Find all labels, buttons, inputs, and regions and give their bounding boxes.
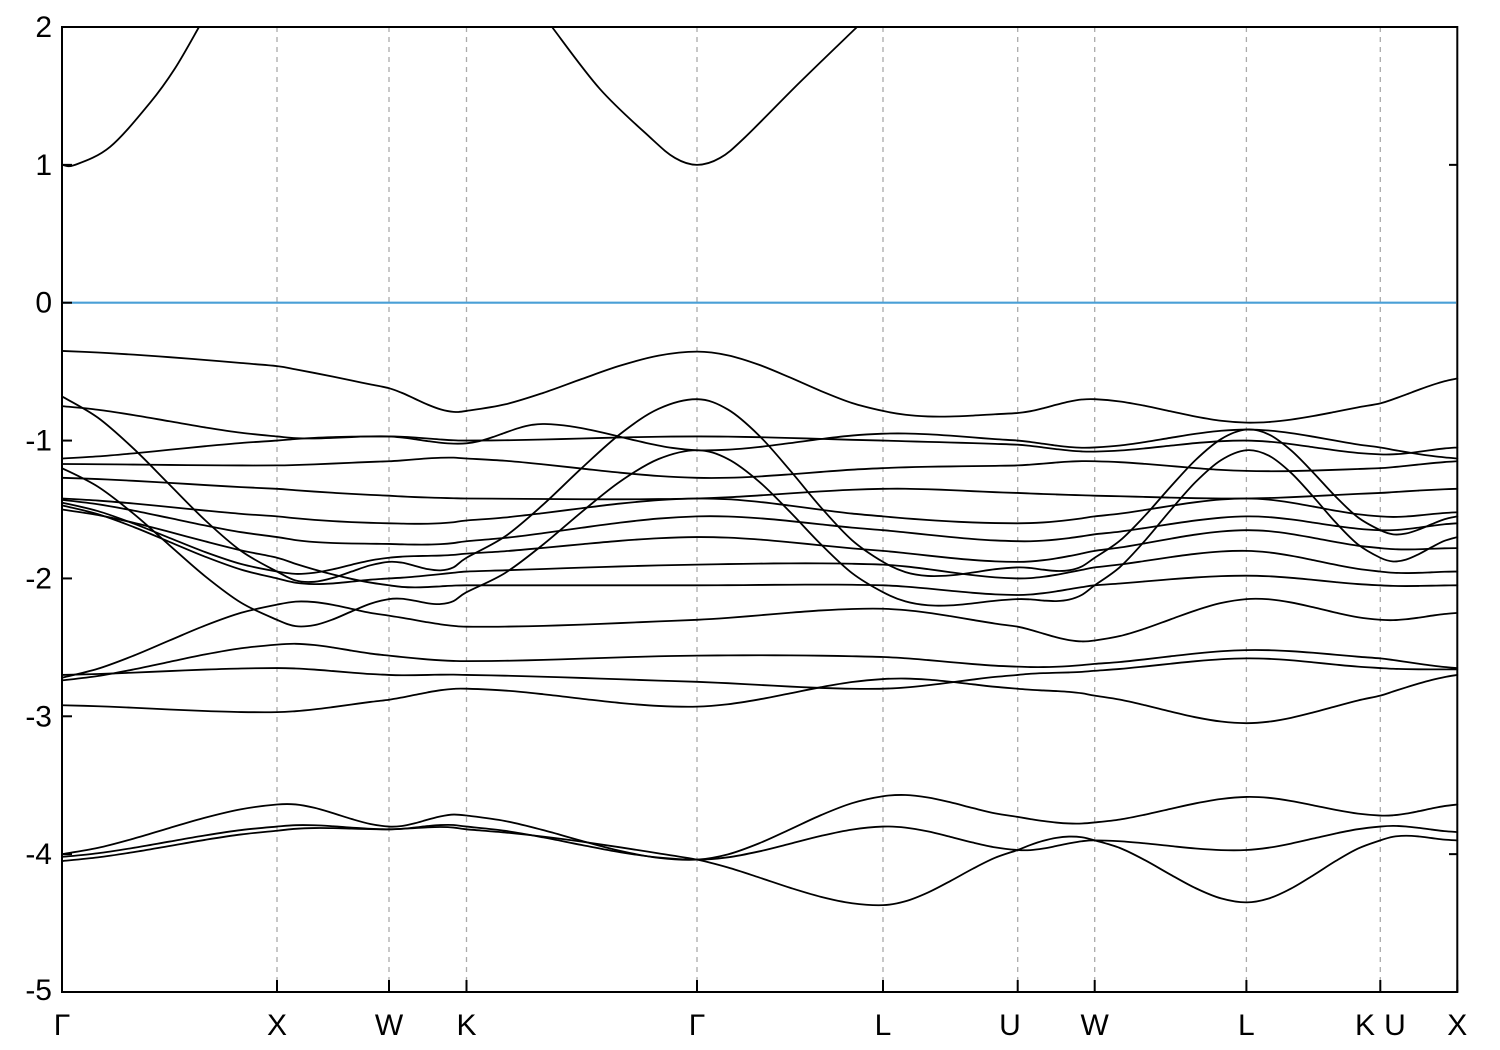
svg-text:1: 1 [35,149,52,182]
svg-text:Γ: Γ [689,1009,706,1042]
svg-text:-2: -2 [25,562,52,595]
svg-text:-5: -5 [25,974,52,1007]
svg-text:L: L [875,1009,892,1042]
svg-text:X: X [1447,1009,1467,1042]
svg-text:0: 0 [35,287,52,320]
svg-text:-1: -1 [25,425,52,458]
svg-text:W: W [375,1009,404,1042]
svg-text:K: K [1355,1009,1375,1042]
svg-text:-3: -3 [25,700,52,733]
svg-text:L: L [1238,1009,1255,1042]
svg-text:-4: -4 [25,838,52,871]
svg-text:W: W [1081,1009,1110,1042]
svg-text:U: U [1384,1009,1406,1042]
svg-text:Γ: Γ [54,1009,71,1042]
svg-text:2: 2 [35,11,52,44]
svg-text:X: X [267,1009,287,1042]
svg-text:K: K [456,1009,476,1042]
svg-text:U: U [999,1009,1021,1042]
